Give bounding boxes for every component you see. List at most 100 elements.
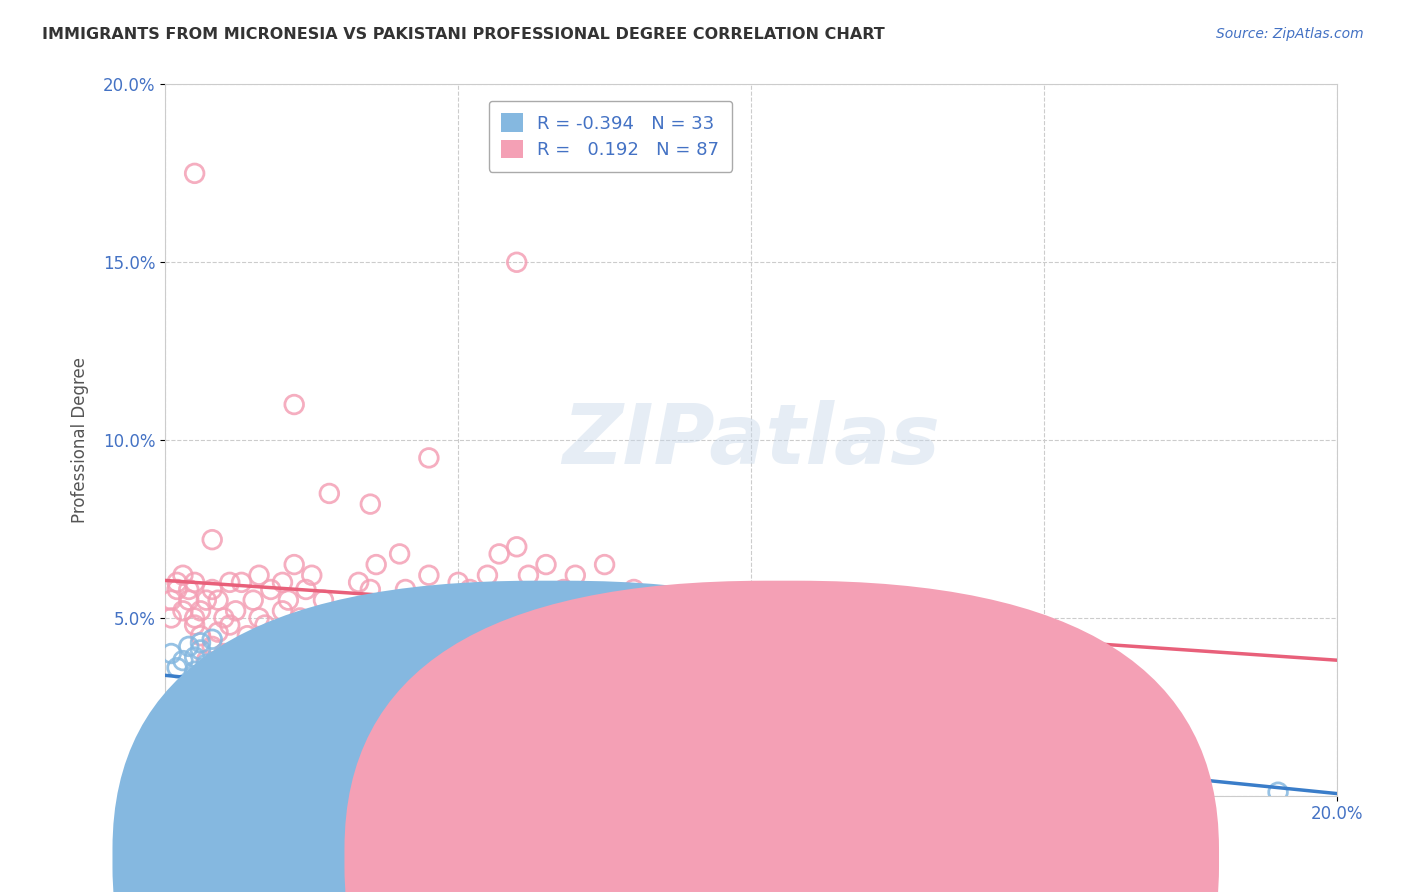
Point [277, 593, 299, 607]
Point [225, 665, 247, 679]
Point [366, 558, 388, 572]
Point [231, 689, 253, 703]
Point [418, 450, 440, 465]
Text: Immigrants from Micronesia: Immigrants from Micronesia [569, 850, 803, 868]
Point [183, 611, 205, 625]
Point [225, 672, 247, 686]
Point [201, 582, 224, 597]
Point [201, 533, 224, 547]
Point [253, 699, 276, 714]
Point [166, 582, 188, 597]
Point [195, 593, 218, 607]
Point [681, 593, 703, 607]
Point [288, 611, 311, 625]
Point [260, 647, 283, 661]
Text: IMMIGRANTS FROM MICRONESIA VS PAKISTANI PROFESSIONAL DEGREE CORRELATION CHART: IMMIGRANTS FROM MICRONESIA VS PAKISTANI … [42, 27, 884, 42]
Point [271, 604, 294, 618]
Point [283, 398, 305, 412]
Point [330, 714, 353, 728]
Point [856, 675, 879, 690]
Point [347, 724, 370, 739]
Point [283, 703, 305, 717]
Point [260, 582, 283, 597]
Point [218, 681, 240, 696]
Point [231, 575, 253, 590]
Point [266, 629, 288, 643]
Point [177, 582, 200, 597]
Point [212, 647, 235, 661]
Point [301, 568, 323, 582]
Point [347, 575, 370, 590]
Point [218, 618, 240, 632]
Point [212, 675, 235, 690]
Point [593, 558, 616, 572]
Point [295, 582, 318, 597]
Point [183, 665, 205, 679]
Point [336, 618, 359, 632]
Point [388, 547, 411, 561]
Point [177, 640, 200, 654]
Point [799, 640, 821, 654]
Point [166, 575, 188, 590]
Point [477, 735, 499, 749]
Point [418, 568, 440, 582]
Point [1032, 681, 1054, 696]
Point [447, 618, 470, 632]
Point [242, 696, 264, 710]
Point [247, 611, 270, 625]
Point [207, 593, 229, 607]
Point [974, 675, 997, 690]
Point [177, 593, 200, 607]
Point [301, 717, 323, 731]
Point [318, 486, 340, 500]
Point [166, 661, 188, 675]
Point [207, 625, 229, 640]
Point [231, 647, 253, 661]
Point [201, 640, 224, 654]
Point [183, 650, 205, 665]
Point [915, 647, 938, 661]
Point [1267, 785, 1289, 799]
Point [394, 582, 416, 597]
Point [242, 654, 264, 668]
Point [377, 604, 399, 618]
Point [1150, 756, 1173, 771]
Point [488, 547, 510, 561]
Point [506, 255, 529, 269]
Point [271, 710, 294, 724]
Point [553, 582, 575, 597]
Point [225, 604, 247, 618]
Point [195, 657, 218, 672]
Point [160, 611, 183, 625]
Point [242, 593, 264, 607]
Point [283, 558, 305, 572]
Point [401, 731, 423, 746]
Point [183, 166, 205, 180]
Point [856, 699, 879, 714]
Point [190, 643, 212, 657]
Point [915, 665, 938, 679]
Point [623, 582, 645, 597]
Point [236, 629, 259, 643]
Point [190, 629, 212, 643]
Text: Source: ZipAtlas.com: Source: ZipAtlas.com [1216, 27, 1364, 41]
Point [190, 604, 212, 618]
Point [534, 558, 557, 572]
Point [740, 618, 762, 632]
Point [330, 604, 353, 618]
Point [307, 629, 329, 643]
Point [183, 618, 205, 632]
Point [236, 679, 259, 693]
Point [190, 636, 212, 650]
Point [247, 568, 270, 582]
Point [406, 593, 429, 607]
Point [201, 632, 224, 647]
Point [447, 575, 470, 590]
Point [429, 618, 451, 632]
Point [458, 582, 481, 597]
Point [359, 582, 381, 597]
Point [915, 717, 938, 731]
Y-axis label: Professional Degree: Professional Degree [72, 357, 89, 523]
Point [218, 575, 240, 590]
Text: ZIPatlas: ZIPatlas [562, 400, 941, 481]
